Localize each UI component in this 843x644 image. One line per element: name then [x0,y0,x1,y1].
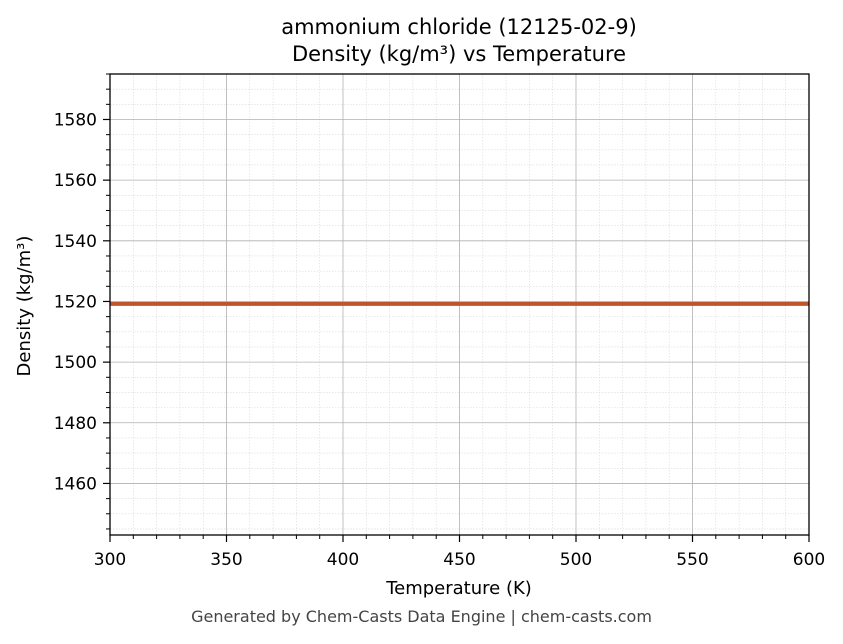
x-axis-label: Temperature (K) [385,578,532,599]
x-tick-labels: 300 350 400 450 500 550 600 [94,550,825,570]
x-tick-label: 350 [210,550,242,570]
footer-credit: Generated by Chem-Casts Data Engine | ch… [191,607,652,626]
y-tick-label: 1520 [54,292,97,312]
x-tick-label: 400 [327,550,359,570]
y-tick-label: 1540 [54,232,97,252]
chart-subtitle: Density (kg/m³) vs Temperature [292,42,626,66]
y-tick-label: 1580 [54,110,97,130]
density-chart: 300 350 400 450 500 550 600 1460 1480 1500 1520 15… [14,15,825,599]
x-tick-label: 300 [94,550,126,570]
y-tick-label: 1500 [54,353,97,373]
y-tick-labels: 1460 1480 1500 1520 1540 1560 1580 [54,110,97,494]
axis-ticks [103,73,810,542]
y-axis-label: Density (kg/m³) [14,236,35,377]
y-tick-label: 1460 [54,474,97,494]
y-tick-label: 1560 [54,171,97,191]
y-tick-label: 1480 [54,414,97,434]
x-tick-label: 550 [676,550,708,570]
x-tick-label: 500 [560,550,592,570]
x-tick-label: 450 [443,550,475,570]
chart-title: ammonium chloride (12125-02-9) [281,15,637,39]
x-tick-label: 600 [793,550,825,570]
